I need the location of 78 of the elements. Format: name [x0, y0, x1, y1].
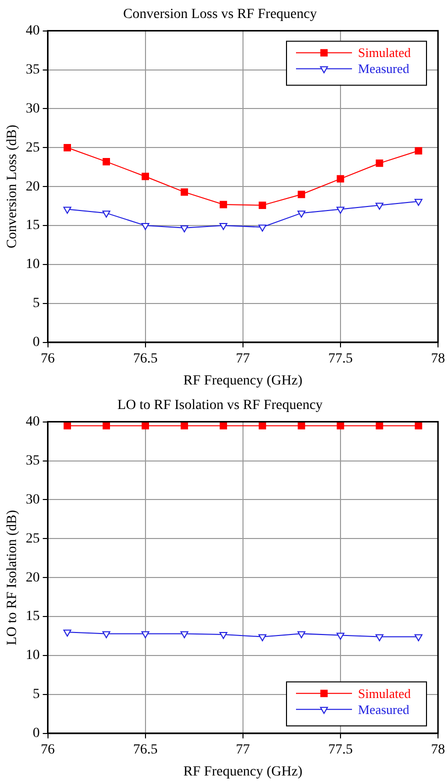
- x-axis-title: RF Frequency (GHz): [183, 373, 303, 388]
- legend-label: Measured: [358, 61, 410, 76]
- x-tick-label: 76.5: [133, 742, 158, 758]
- point: [258, 634, 266, 642]
- point: [102, 631, 110, 638]
- point: [63, 630, 72, 637]
- point: [142, 422, 150, 430]
- x-tick-label: 76: [40, 742, 55, 758]
- point: [258, 202, 266, 209]
- point: [180, 631, 188, 638]
- point: [297, 631, 306, 638]
- point: [180, 422, 188, 430]
- y-tick-label: 40: [26, 414, 40, 430]
- legend-label: Simulated: [358, 45, 412, 60]
- legend-label: Simulated: [358, 686, 412, 701]
- y-tick-label: 35: [26, 62, 40, 78]
- point: [141, 631, 150, 638]
- y-tick-label: 0: [32, 335, 40, 350]
- point: [414, 147, 422, 154]
- x-tick-label: 77: [236, 742, 250, 758]
- y-tick-label: 0: [32, 726, 40, 742]
- x-tick-label: 77.5: [328, 742, 353, 758]
- point: [258, 224, 266, 232]
- y-tick-label: 25: [26, 140, 40, 156]
- chart-title: LO to RF Isolation vs RF Frequency: [117, 398, 323, 414]
- point: [336, 632, 344, 640]
- point: [180, 225, 188, 232]
- point: [142, 172, 150, 180]
- y-tick-label: 10: [26, 648, 40, 664]
- y-tick-label: 25: [26, 531, 40, 546]
- point: [220, 422, 228, 430]
- x-tick-label: 77: [236, 351, 250, 366]
- point: [102, 210, 110, 218]
- point: [376, 160, 384, 167]
- y-tick-label: 30: [26, 492, 40, 508]
- chart-title: Conversion Loss vs RF Frequency: [123, 7, 317, 22]
- point: [141, 223, 150, 230]
- point: [63, 206, 72, 214]
- point: [64, 422, 71, 430]
- y-tick-label: 5: [32, 296, 40, 312]
- point: [376, 634, 384, 642]
- x-tick-label: 76: [40, 351, 55, 366]
- point: [336, 175, 344, 182]
- point: [180, 188, 188, 196]
- legend-label: Measured: [358, 702, 410, 717]
- point: [336, 422, 344, 430]
- point: [414, 198, 422, 206]
- y-tick-label: 5: [32, 687, 40, 702]
- point: [414, 634, 422, 642]
- point: [102, 422, 110, 430]
- y-tick-label: 35: [26, 453, 40, 468]
- x-tick-label: 78: [431, 742, 445, 758]
- point: [414, 422, 422, 430]
- point: [376, 202, 384, 210]
- y-tick-label: 30: [26, 101, 40, 116]
- point: [102, 158, 110, 166]
- y-axis-title: Conversion Loss (dB): [5, 124, 20, 248]
- point: [298, 190, 306, 198]
- point: [220, 200, 228, 208]
- y-axis-title: LO to RF Isolation (dB): [5, 510, 20, 646]
- x-tick-label: 76.5: [133, 351, 158, 366]
- point: [219, 223, 228, 230]
- point: [336, 206, 344, 214]
- x-tick-label: 77.5: [328, 351, 353, 366]
- y-tick-label: 10: [26, 257, 40, 272]
- x-tick-label: 78: [431, 351, 445, 366]
- point: [298, 422, 306, 430]
- point: [376, 422, 384, 430]
- y-tick-label: 20: [26, 570, 40, 586]
- point: [258, 422, 266, 430]
- y-tick-label: 15: [26, 609, 40, 624]
- point: [297, 210, 306, 218]
- y-tick-label: 40: [26, 23, 40, 38]
- point: [64, 144, 71, 152]
- point: [219, 632, 228, 639]
- y-tick-label: 15: [26, 218, 40, 234]
- x-axis-title: RF Frequency (GHz): [183, 764, 303, 780]
- y-tick-label: 20: [26, 179, 40, 194]
